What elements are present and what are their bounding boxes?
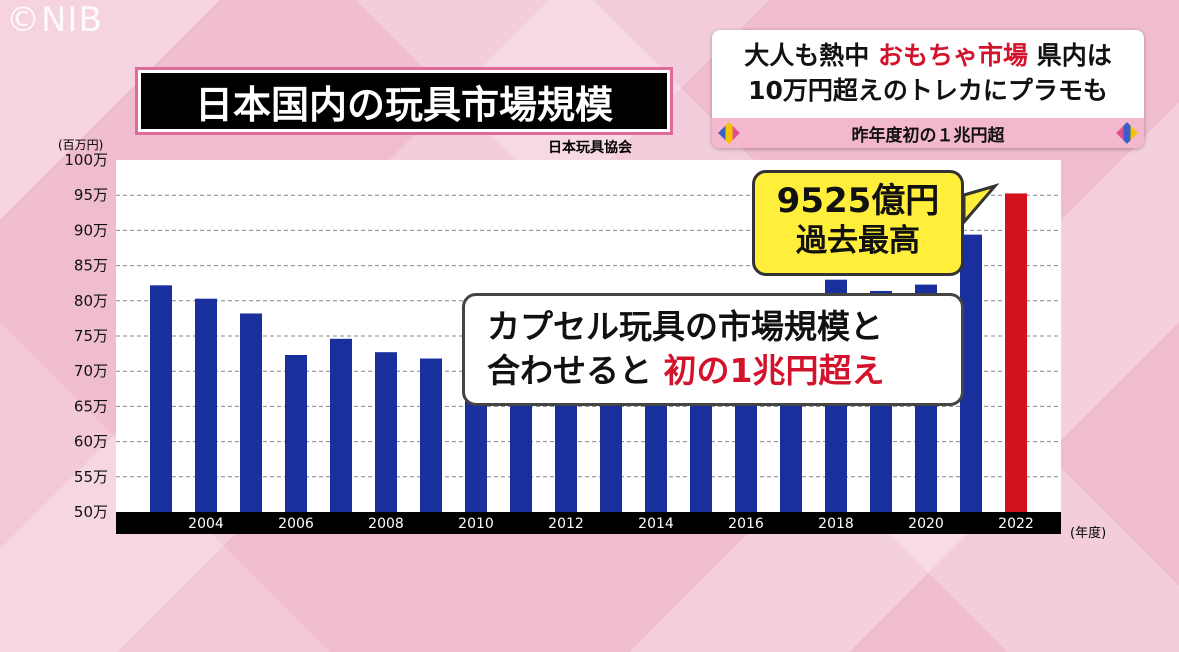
x-tick-label: 2012 <box>548 516 584 532</box>
record-callout: 9525億円 過去最高 <box>752 170 964 276</box>
y-tick-label: 90万 <box>74 221 108 239</box>
x-tick-label: 2022 <box>998 516 1034 532</box>
y-tick-label: 60万 <box>74 433 108 451</box>
x-tick-label: 2006 <box>278 516 314 532</box>
capsule-callout-line-2: 合わせると 初の1兆円超え <box>487 349 961 393</box>
capsule-callout-line-2-highlight: 初の1兆円超え <box>663 351 885 390</box>
headline-line-2: 10万円超えのトレカにプラモも <box>748 76 1108 105</box>
bar-2008 <box>375 352 397 512</box>
x-tick-label: 2020 <box>908 516 944 532</box>
capsule-toy-callout: カプセル玩具の市場規模と 合わせると 初の1兆円超え <box>462 293 964 406</box>
news-headline-panel: 大人も熱中 おもちゃ市場 県内は 10万円超えのトレカにプラモも 昨年度初の１兆… <box>712 30 1144 148</box>
x-axis-unit-label: (年度) <box>1070 526 1107 541</box>
y-tick-label: 70万 <box>74 362 108 380</box>
y-axis-unit-label: (百万円) <box>58 138 104 152</box>
x-tick-label: 2008 <box>368 516 404 532</box>
y-tick-label: 75万 <box>74 327 108 345</box>
bar-2009 <box>420 358 442 512</box>
bar-2015 <box>690 392 712 512</box>
y-tick-label: 65万 <box>74 397 108 415</box>
headline-line-1: 大人も熱中 おもちゃ市場 県内は <box>712 36 1144 72</box>
source-label: 日本玩具協会 <box>548 140 632 156</box>
y-tick-label: 50万 <box>74 503 108 521</box>
bar-2011 <box>510 392 532 512</box>
record-label: 過去最高 <box>796 223 920 259</box>
headline-subtitle-strip: 昨年度初の１兆円超 <box>712 118 1144 148</box>
bar-2014 <box>645 392 667 512</box>
y-tick-label: 100万 <box>64 151 108 169</box>
capsule-callout-line-1: カプセル玩具の市場規模と <box>487 307 883 346</box>
headline-line-1-end: 県内は <box>1036 41 1112 70</box>
x-tick-label: 2004 <box>188 516 224 532</box>
chart-title: 日本国内の玩具市場規模 <box>135 67 673 135</box>
bar-2012 <box>555 392 577 512</box>
x-axis-band <box>116 512 1061 534</box>
bar-2006 <box>285 355 307 512</box>
callout-pointer <box>962 183 1000 227</box>
y-tick-label: 95万 <box>74 186 108 204</box>
bar-2007 <box>330 338 352 512</box>
x-tick-label: 2018 <box>818 516 854 532</box>
headline-line-1-start: 大人も熱中 <box>744 41 870 70</box>
capsule-callout-line-2-start: 合わせると <box>487 351 652 390</box>
y-tick-label: 85万 <box>74 257 108 275</box>
y-axis-tick-labels: 50万 55万 60万 65万 70万 75万 80万 85万 90万 95万 100万 <box>64 151 108 521</box>
x-tick-label: 2016 <box>728 516 764 532</box>
copyright-watermark: ©NIB <box>6 0 103 40</box>
bar-2010 <box>465 392 487 512</box>
y-tick-label: 80万 <box>74 292 108 310</box>
record-value: 9525億円 <box>776 181 940 221</box>
x-axis-tick-labels: 2004 2006 2008 2010 2012 2014 2016 2018 2020 2022 <box>188 516 1034 532</box>
x-tick-label: 2010 <box>458 516 494 532</box>
bar-2013 <box>600 392 622 512</box>
bar-2005 <box>240 313 262 512</box>
bar-2003 <box>150 285 172 512</box>
bar-2017 <box>780 392 802 512</box>
headline-line-1-highlight: おもちゃ市場 <box>877 41 1028 70</box>
bar-2004 <box>195 298 217 512</box>
bar-2021 <box>960 234 982 512</box>
bar-2022 <box>1005 193 1027 512</box>
bar-2016 <box>735 392 757 512</box>
y-tick-label: 55万 <box>74 468 108 486</box>
x-tick-label: 2014 <box>638 516 674 532</box>
